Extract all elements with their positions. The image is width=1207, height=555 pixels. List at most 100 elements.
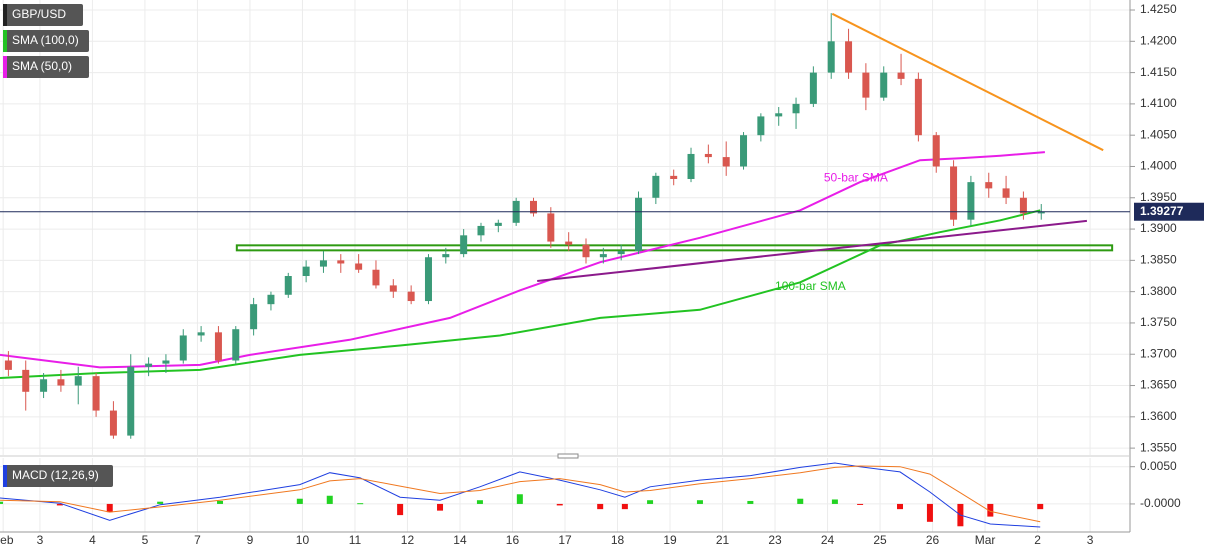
- candle-body: [319, 260, 327, 267]
- histogram-bar: [217, 500, 224, 504]
- candle-body: [57, 379, 65, 386]
- y-tick-label: 1.3550: [1140, 440, 1177, 454]
- candle-body: [704, 153, 712, 158]
- last-price-label: 1.39277: [1140, 204, 1184, 218]
- legend-swatch: [3, 465, 7, 487]
- trendline: [537, 219, 1088, 282]
- y-tick-label: 1.4150: [1140, 65, 1177, 79]
- x-tick-label: Mar: [975, 533, 996, 547]
- histogram-bar: [747, 500, 754, 504]
- candle-body: [355, 263, 363, 270]
- legend-box: [3, 465, 113, 487]
- candle-body: [932, 135, 940, 167]
- x-tick-label: 3: [37, 533, 44, 547]
- candle-body: [845, 41, 853, 73]
- candle-body: [337, 260, 345, 264]
- candle-body: [529, 200, 537, 214]
- candle-body: [617, 250, 625, 255]
- x-tick-label: 17: [558, 533, 572, 547]
- legend-swatch: [3, 30, 7, 52]
- x-tick-label: 11: [349, 533, 362, 547]
- candle-body: [145, 363, 153, 367]
- sma-line: [0, 209, 1041, 379]
- candle-body: [862, 72, 870, 98]
- sma-line: [0, 151, 1045, 369]
- candle-body: [4, 360, 12, 370]
- legend-swatch: [3, 56, 7, 78]
- histogram-bar: [397, 503, 404, 516]
- x-tick-label: 24: [821, 533, 835, 547]
- candle-body: [302, 266, 310, 277]
- histogram-bar: [831, 499, 838, 504]
- legend-swatch: [3, 4, 7, 26]
- candle-body: [407, 291, 415, 302]
- candle-body: [775, 113, 783, 117]
- candle-body: [687, 153, 695, 179]
- candle-body: [670, 175, 678, 179]
- y-tick-label: 1.4250: [1140, 2, 1177, 16]
- candle-body: [740, 135, 748, 167]
- candle-body: [494, 222, 502, 226]
- legend-text: SMA (100,0): [12, 33, 79, 47]
- x-tick-label: 12: [401, 533, 415, 547]
- candle-body: [460, 235, 468, 255]
- candle-body: [880, 72, 888, 98]
- y-tick-label: 1.3900: [1140, 221, 1177, 235]
- y-tick-label: 1.3800: [1140, 284, 1177, 298]
- candle-body: [635, 197, 643, 251]
- candle-body: [582, 244, 590, 258]
- histogram-bar: [106, 503, 113, 513]
- candle-body: [757, 116, 765, 136]
- x-tick-label: 10: [296, 533, 310, 547]
- y-tick-label: -0.0000: [1140, 496, 1181, 510]
- legend-text: SMA (50,0): [12, 59, 72, 73]
- candle-body: [92, 376, 100, 411]
- trendline: [831, 12, 1104, 152]
- candle-body: [967, 182, 975, 220]
- x-tick-label: 4: [89, 533, 96, 547]
- x-tick-label: 3: [1087, 533, 1094, 547]
- x-tick-label: 2: [1034, 533, 1041, 547]
- x-tick-label: 9: [247, 533, 254, 547]
- histogram-bar: [357, 503, 364, 505]
- legend-box: [3, 56, 89, 78]
- candle-body: [985, 182, 993, 189]
- histogram-bar: [1037, 503, 1044, 510]
- histogram-bar: [621, 503, 628, 510]
- candle-body: [109, 410, 117, 436]
- x-tick-label: Feb: [0, 533, 14, 547]
- candle-body: [162, 360, 170, 364]
- histogram-bar: [476, 500, 483, 504]
- y-tick-label: 1.4200: [1140, 33, 1177, 47]
- x-tick-label: 26: [926, 533, 940, 547]
- candle-body: [1002, 188, 1010, 198]
- y-tick-label: 1.3950: [1140, 190, 1177, 204]
- x-tick-label: 16: [506, 533, 520, 547]
- legend-text: MACD (12,26,9): [12, 468, 99, 482]
- candle-body: [40, 379, 48, 392]
- candle-body: [950, 166, 958, 220]
- candle-body: [565, 241, 573, 245]
- candle-body: [477, 225, 485, 236]
- x-tick-label: 7: [194, 533, 201, 547]
- candle-body: [22, 369, 30, 392]
- x-tick-label: 21: [716, 533, 730, 547]
- histogram-bar: [797, 498, 804, 504]
- support-band: [235, 244, 1114, 252]
- macd-line: [0, 462, 1041, 528]
- annotation: 100-bar SMA: [775, 279, 846, 293]
- legend-text: GBP/USD: [12, 7, 66, 21]
- macd-line: [0, 465, 1041, 523]
- candle-body: [127, 366, 135, 436]
- candle-body: [809, 72, 817, 104]
- candle-body: [267, 294, 275, 305]
- candle-body: [1037, 211, 1045, 214]
- histogram-bar: [56, 503, 63, 506]
- y-tick-label: 1.3700: [1140, 346, 1177, 360]
- candle-body: [179, 335, 187, 361]
- y-tick-label: 1.3600: [1140, 409, 1177, 423]
- histogram-bar: [926, 503, 933, 522]
- last-price-box: [1134, 202, 1204, 221]
